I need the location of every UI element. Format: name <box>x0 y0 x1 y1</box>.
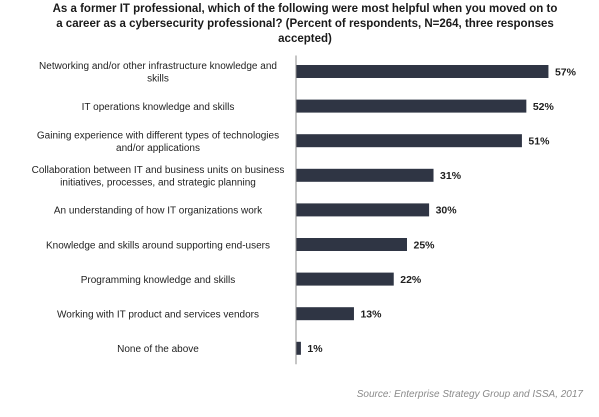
chart-title-line-3: accepted) <box>278 33 332 45</box>
category-label-programming-knowledge-and-skills: Programming knowledge and skills <box>81 275 236 286</box>
value-label-gaining-experience-with-different-types-of-technologies-and-or-applications: 51% <box>528 136 550 148</box>
value-label-none-of-the-above: 1% <box>307 343 323 355</box>
value-label-knowledge-and-skills-around-supporting-end-users: 25% <box>414 239 436 251</box>
value-label-an-understanding-of-how-it-organizations-work: 30% <box>436 205 458 217</box>
category-label-working-with-it-product-and-services-vendors: Working with IT product and services ven… <box>57 310 259 321</box>
category-label-it-operations-knowledge-and-skills: IT operations knowledge and skills <box>82 102 235 113</box>
bar-networking-and-or-other-infrastructure-knowledge-and-skills <box>296 65 549 78</box>
source-note: Source: Enterprise Strategy Group and IS… <box>356 389 583 400</box>
bar-gaining-experience-with-different-types-of-technologies-and-or-applications <box>296 134 522 148</box>
bar-knowledge-and-skills-around-supporting-end-users <box>296 238 407 251</box>
category-label-knowledge-and-skills-around-supporting-end-users: Knowledge and skills around supporting e… <box>46 240 270 251</box>
bar-programming-knowledge-and-skills <box>296 272 394 286</box>
value-label-it-operations-knowledge-and-skills: 52% <box>533 101 555 113</box>
category-label-collaboration-between-it-and-business-units-on-business-initiatives-processes-and-strategic-planning: Collaboration between IT and business un… <box>32 165 285 189</box>
bar-it-operations-knowledge-and-skills <box>296 99 527 113</box>
value-label-networking-and-or-other-infrastructure-knowledge-and-skills: 57% <box>555 66 577 78</box>
category-label-none-of-the-above: None of the above <box>117 344 199 355</box>
category-label-networking-and-or-other-infrastructure-knowledge-and-skills: Networking and/or other infrastructure k… <box>39 61 277 85</box>
chart-title: As a former IT professional, which of th… <box>20 2 590 47</box>
category-label-an-understanding-of-how-it-organizations-work: An understanding of how IT organizations… <box>54 206 263 217</box>
value-label-collaboration-between-it-and-business-units-on-business-initiatives-processes-and-strategic-planning: 31% <box>440 170 462 182</box>
bar-an-understanding-of-how-it-organizations-work <box>296 203 430 217</box>
bar-working-with-it-product-and-services-vendors <box>296 307 354 321</box>
value-label-programming-knowledge-and-skills: 22% <box>400 274 422 286</box>
bar-none-of-the-above <box>296 341 301 355</box>
value-label-working-with-it-product-and-services-vendors: 13% <box>360 309 382 321</box>
category-label-gaining-experience-with-different-types-of-technologies-and-or-applications: Gaining experience with different types … <box>37 130 279 154</box>
chart-title-line-1: As a former IT professional, which of th… <box>52 3 558 15</box>
chart-title-line-2: a career as a cybersecurity professional… <box>56 18 554 30</box>
bar-collaboration-between-it-and-business-units-on-business-initiatives-processes-and-strategic-planning <box>296 168 434 182</box>
